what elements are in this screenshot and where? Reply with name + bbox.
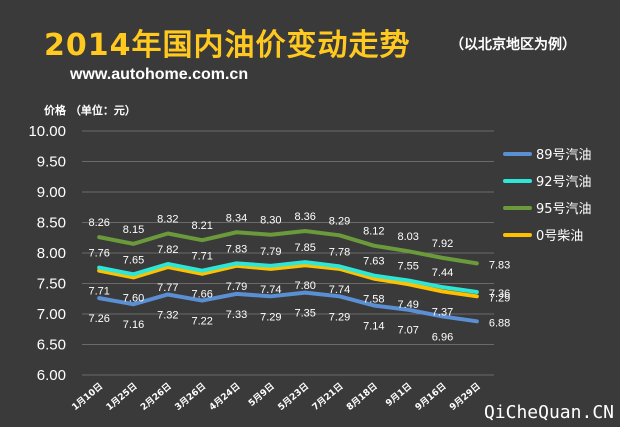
- source-url: www.autohome.com.cn: [70, 66, 249, 83]
- y-tick-label: 8.00: [37, 245, 66, 262]
- data-label: 7.29: [489, 292, 510, 304]
- legend-label: 0号柴油: [536, 229, 583, 244]
- x-tick-label: 9月29日: [448, 381, 483, 413]
- series-line: [97, 263, 479, 299]
- x-tick-label: 9月16日: [413, 381, 448, 413]
- series-line: [97, 260, 479, 295]
- data-label: 7.44: [432, 267, 453, 279]
- legend-label: 89号汽油: [536, 148, 592, 163]
- data-label: 7.82: [157, 244, 178, 256]
- x-tick-label: 5月9日: [246, 381, 276, 409]
- y-tick-label: 7.50: [37, 276, 66, 293]
- y-tick-label: 8.50: [37, 215, 66, 232]
- y-tick-label: 6.50: [37, 337, 66, 354]
- data-label: 7.74: [260, 284, 281, 296]
- y-tick-label: 7.00: [37, 306, 66, 323]
- data-label: 7.14: [363, 320, 384, 332]
- x-tick-label: 5月23日: [276, 381, 311, 413]
- data-label: 7.79: [260, 246, 281, 258]
- x-tick-label: 2月26日: [139, 381, 174, 413]
- chart-subtitle: （以北京地区为例）: [450, 37, 576, 53]
- y-tick-label: 9.50: [37, 154, 66, 171]
- x-tick-label: 8月18日: [345, 381, 380, 413]
- data-label: 7.37: [432, 306, 453, 318]
- data-label: 7.60: [123, 292, 144, 304]
- y-tick-labels: 6.00 6.50 7.00 7.50 8.00 8.50 9.00 9.50 10.00: [28, 123, 66, 384]
- data-label: 7.78: [329, 246, 350, 258]
- data-label: 7.07: [397, 325, 418, 337]
- data-label: 7.32: [157, 309, 178, 321]
- series-line: [97, 229, 479, 266]
- data-label: 7.29: [329, 311, 350, 323]
- data-label: 8.15: [123, 224, 144, 236]
- data-label: 7.79: [226, 281, 247, 293]
- y-tick-label: 10.00: [28, 123, 66, 140]
- legend: 89号汽油 92号汽油 95号汽油 0号柴油: [503, 148, 592, 244]
- data-label: 7.66: [191, 289, 212, 301]
- data-label: 6.96: [432, 331, 453, 343]
- data-label: 7.71: [191, 251, 212, 263]
- data-label: 8.32: [157, 213, 178, 225]
- legend-label: 92号汽油: [536, 175, 592, 190]
- data-label: 7.76: [88, 248, 109, 260]
- data-label: 7.63: [363, 256, 384, 268]
- chart-title: 2014年国内油价变动走势: [44, 28, 411, 63]
- data-label: 7.16: [123, 319, 144, 331]
- data-label: 7.33: [226, 309, 247, 321]
- data-label: 8.34: [226, 212, 247, 224]
- data-label: 7.80: [294, 280, 315, 292]
- x-tick-label: 9月1日: [384, 381, 414, 409]
- data-label: 8.36: [294, 211, 315, 223]
- data-label: 7.35: [294, 308, 315, 320]
- data-label: 6.88: [489, 317, 510, 329]
- data-label: 8.29: [329, 215, 350, 227]
- data-labels: 8.26 8.15 8.32 8.21 8.34 8.30 8.36 8.29 8.12 8.03…: [88, 211, 510, 343]
- data-label: 7.83: [489, 259, 510, 271]
- data-label: 7.74: [329, 284, 350, 296]
- data-label: 7.85: [294, 242, 315, 254]
- data-label: 7.55: [397, 260, 418, 272]
- y-tick-label: 6.00: [37, 367, 66, 384]
- data-label: 7.49: [397, 299, 418, 311]
- data-label: 7.92: [432, 238, 453, 250]
- data-label: 7.58: [363, 294, 384, 306]
- y-tick-label: 9.00: [37, 184, 66, 201]
- x-tick-label: 7月21日: [310, 381, 345, 413]
- legend-label: 95号汽油: [536, 202, 592, 217]
- data-label: 7.65: [123, 254, 144, 266]
- x-tick-label: 1月10日: [70, 381, 105, 413]
- data-label: 8.30: [260, 215, 281, 227]
- data-label: 7.29: [260, 311, 281, 323]
- data-label: 7.71: [88, 286, 109, 298]
- data-label: 8.12: [363, 226, 384, 238]
- series-line: [97, 290, 479, 324]
- x-tick-label: 1月25日: [104, 381, 139, 413]
- data-label: 7.22: [191, 316, 212, 328]
- data-label: 8.03: [397, 231, 418, 243]
- y-axis-label: 价格 （单位：元）: [44, 104, 136, 117]
- x-tick-label: 3月26日: [173, 381, 208, 413]
- data-label: 7.26: [88, 313, 109, 325]
- data-label: 7.77: [157, 282, 178, 294]
- data-label: 8.26: [88, 217, 109, 229]
- watermark: QiCheQuan.CN: [483, 402, 614, 423]
- data-label: 7.36: [489, 288, 510, 300]
- x-tick-label: 4月24日: [207, 381, 242, 413]
- series-lines: [97, 229, 479, 324]
- data-label: 7.83: [226, 243, 247, 255]
- data-label: 8.21: [191, 220, 212, 232]
- x-tick-labels: 1月10日 1月25日 2月26日 3月26日 4月24日 5月9日 5月23日 7月21日 8…: [70, 381, 483, 413]
